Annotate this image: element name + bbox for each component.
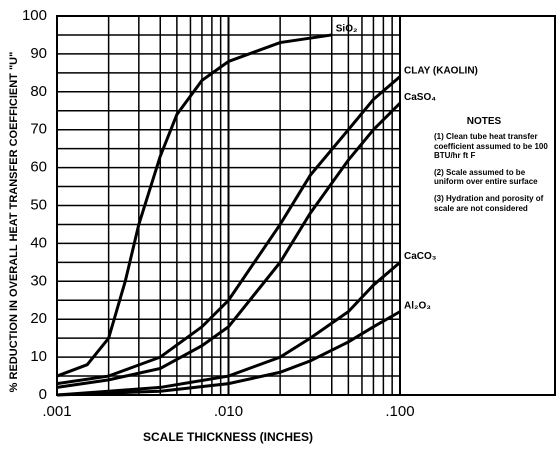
y-tick-label: 10: [30, 348, 47, 365]
series-line: [56, 261, 401, 397]
x-axis-label: SCALE THICKNESS (INCHES): [143, 430, 313, 444]
series-label: CaCO₃: [404, 251, 437, 262]
y-tick-label: 20: [30, 310, 47, 327]
series-line: [56, 102, 402, 389]
x-tick-label: .100: [385, 403, 414, 420]
series-line: [56, 310, 401, 397]
notes-title: NOTES: [466, 116, 502, 127]
notes: NOTES (1) Clean tube heat transfer coeff…: [420, 116, 548, 220]
series-label: Al₂O₃: [404, 300, 431, 311]
series-label: CLAY (KAOLIN): [404, 65, 478, 76]
series-label: CaSO₄: [404, 92, 436, 103]
y-tick-label: 40: [30, 234, 47, 251]
y-tick-label: 30: [30, 272, 47, 289]
y-axis-label: % REDUCTION IN OVERALL HEAT TRANSFER COE…: [8, 52, 20, 393]
note-item: (1) Clean tube heat transfer coefficient…: [434, 132, 548, 161]
series-label: SiO₂: [336, 24, 358, 35]
y-tick-label: 50: [30, 196, 47, 213]
y-tick-label: 90: [30, 45, 47, 62]
y-tick-label: 80: [30, 83, 47, 100]
y-tick-label: 70: [30, 121, 47, 138]
x-tick-label: .001: [42, 403, 71, 420]
note-item: (2) Scale assumed to be uniform over ent…: [434, 167, 538, 187]
series-line: [56, 75, 401, 386]
y-tick-label: 100: [22, 7, 47, 24]
y-tick-label: 60: [30, 159, 47, 176]
note-item: (3) Hydration and porosity of scale are …: [434, 193, 544, 213]
x-tick-label: .010: [214, 403, 243, 420]
y-tick-label: 0: [39, 386, 47, 403]
series-line: [56, 33, 332, 378]
